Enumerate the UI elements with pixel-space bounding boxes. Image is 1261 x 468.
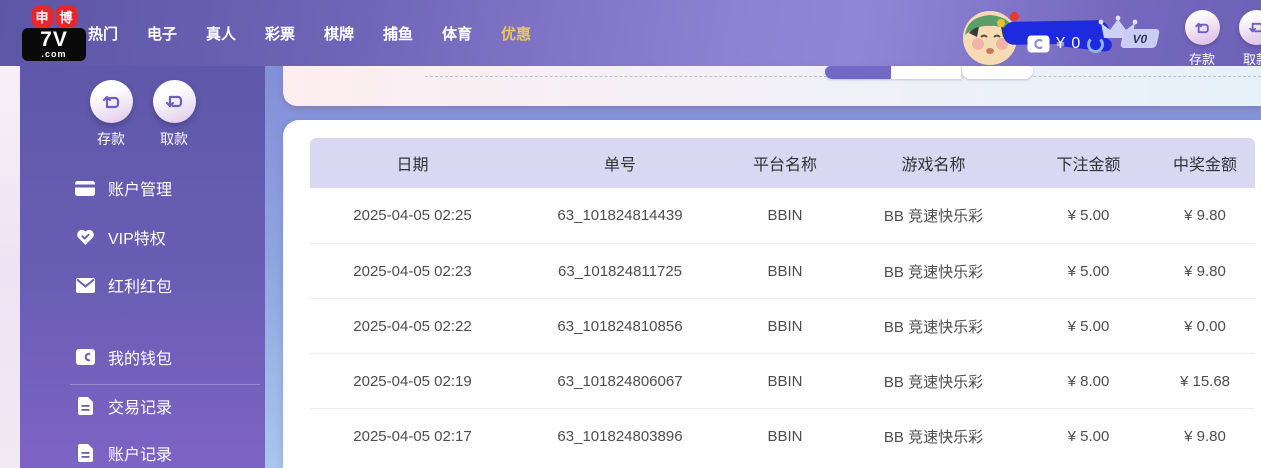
cell-platform-name: BBIN xyxy=(767,262,803,280)
table-header-cell: 下注金额 xyxy=(1056,157,1121,174)
table-header-row: 日期 单号 平台名称 游戏名称 下注金额 中奖金额 xyxy=(310,138,1255,188)
table-row: 2025-04-05 02:23 63_101824811725 BBIN BB… xyxy=(310,243,1255,298)
cell-bet-amount: ¥ 8.00 xyxy=(1067,372,1110,390)
sidebar-item-account-records[interactable]: 账户记录 xyxy=(75,441,172,465)
filter-panel xyxy=(283,66,1261,106)
nav-item[interactable]: 电子 xyxy=(147,25,178,43)
table-row: 2025-04-05 02:25 63_101824814439 BBIN BB… xyxy=(310,188,1255,243)
cell-game-name: BB 竞速快乐彩 xyxy=(883,373,984,391)
table-header-cell: 中奖金额 xyxy=(1172,157,1237,174)
logo-badge-bo: 博 xyxy=(55,6,77,27)
cell-order-number: 63_101824810856 xyxy=(557,317,683,335)
cell-platform-name: BBIN xyxy=(767,207,803,224)
cell-game-name: BB 竞速快乐彩 xyxy=(883,263,984,281)
withdraw-icon xyxy=(165,95,183,107)
topbar-deposit-button[interactable]: 存款 xyxy=(1172,10,1232,68)
table-header-cell: 日期 xyxy=(396,157,429,174)
cell-order-number: 63_101824811725 xyxy=(557,262,683,280)
cell-game-name: BB 竞速快乐彩 xyxy=(883,428,984,446)
table-body: 2025-04-05 02:25 63_101824814439 BBIN BB… xyxy=(310,188,1255,463)
cell-order-number: 63_101824806067 xyxy=(557,372,683,390)
cell-bet-amount: ¥ 5.00 xyxy=(1067,262,1110,280)
sidebar-withdraw-button[interactable]: 取款 xyxy=(142,80,206,149)
cell-bet-amount: ¥ 5.00 xyxy=(1067,427,1110,445)
cell-bet-amount: ¥ 5.00 xyxy=(1067,317,1110,335)
nav-item[interactable]: 捕鱼 xyxy=(383,25,414,43)
sidebar: 存款 取款 账户管理 xyxy=(20,66,265,468)
site-logo[interactable]: 申 博 7V .com xyxy=(22,6,86,62)
cell-date: 2025-04-05 02:23 xyxy=(353,262,472,280)
balance-amount: ¥ 0 xyxy=(1056,35,1082,52)
nav-item[interactable]: 棋牌 xyxy=(324,25,355,43)
cell-game-name: BB 竞速快乐彩 xyxy=(883,318,984,336)
wallet-icon xyxy=(1027,35,1050,53)
vip-heart-icon xyxy=(75,227,95,247)
refresh-balance-spinner[interactable] xyxy=(1087,35,1105,53)
page-left-margin xyxy=(0,66,20,468)
card-icon xyxy=(75,178,95,198)
avatar-image xyxy=(963,11,1017,65)
cell-platform-name: BBIN xyxy=(767,372,803,390)
cell-game-name: BB 竞速快乐彩 xyxy=(883,208,984,225)
logo-badge-shen: 申 xyxy=(31,6,53,27)
deposit-icon xyxy=(102,95,120,108)
balance-row: ¥ 0 xyxy=(1027,35,1105,53)
sidebar-item-vip-privileges[interactable]: VIP特权 xyxy=(75,225,166,249)
wallet-icon xyxy=(75,347,95,367)
withdraw-icon xyxy=(1249,22,1261,32)
table-row: 2025-04-05 02:22 63_101824810856 BBIN BB… xyxy=(310,298,1255,353)
cell-win-amount: ¥ 0.00 xyxy=(1184,317,1226,335)
nav-item[interactable]: 热门 xyxy=(88,25,119,43)
logo-badges: 申 博 xyxy=(22,6,86,27)
nav-item[interactable]: 彩票 xyxy=(265,25,296,43)
sidebar-item-my-wallet[interactable]: 我的钱包 xyxy=(75,345,172,369)
bet-records-card: 日期 单号 平台名称 游戏名称 下注金额 中奖金额 2025-04-05 02:… xyxy=(283,120,1261,468)
document-icon xyxy=(75,443,95,463)
table-header-cell: 平台名称 xyxy=(752,157,817,174)
sidebar-item-transaction-records[interactable]: 交易记录 xyxy=(75,394,172,418)
envelope-icon xyxy=(75,275,95,295)
sidebar-item-bonus-redpacket[interactable]: 红利红包 xyxy=(75,273,172,297)
top-navigation-bar: 申 博 7V .com 热门 电子 真人 xyxy=(0,0,1261,68)
cell-platform-name: BBIN xyxy=(767,427,803,445)
document-icon xyxy=(75,396,95,416)
cell-win-amount: ¥ 15.68 xyxy=(1179,372,1231,390)
cell-date: 2025-04-05 02:25 xyxy=(353,207,472,224)
nav-item[interactable]: 优惠 xyxy=(501,25,532,43)
table-row: 2025-04-05 02:17 63_101824803896 BBIN BB… xyxy=(310,408,1255,463)
sidebar-item-account-management[interactable]: 账户管理 xyxy=(75,176,172,200)
tab-segment[interactable] xyxy=(962,66,1033,79)
user-avatar[interactable] xyxy=(963,11,1019,65)
cell-date: 2025-04-05 02:22 xyxy=(353,317,472,335)
main-nav: 热门 电子 真人 彩票 棋牌 捕鱼 xyxy=(88,0,531,66)
deposit-icon xyxy=(1195,22,1209,33)
tab-segment-active[interactable] xyxy=(825,66,891,79)
table-header-cell: 游戏名称 xyxy=(901,157,966,174)
cell-win-amount: ¥ 9.80 xyxy=(1184,207,1226,224)
notification-dot xyxy=(1010,12,1019,21)
nav-item[interactable]: 体育 xyxy=(442,25,473,43)
cell-bet-amount: ¥ 5.00 xyxy=(1067,207,1110,224)
cell-order-number: 63_101824803896 xyxy=(557,427,683,445)
table-header-cell: 单号 xyxy=(603,157,636,174)
logo-wordmark: 7V .com xyxy=(22,28,86,61)
vip-level-badge: V0 xyxy=(1119,29,1161,48)
cell-win-amount: ¥ 9.80 xyxy=(1184,427,1226,445)
topbar-withdraw-button[interactable]: 取款 xyxy=(1226,10,1261,68)
nav-item[interactable]: 真人 xyxy=(206,25,237,43)
table-row: 2025-04-05 02:19 63_101824806067 BBIN BB… xyxy=(310,353,1255,408)
cell-date: 2025-04-05 02:19 xyxy=(353,372,472,390)
cell-win-amount: ¥ 9.80 xyxy=(1184,262,1226,280)
date-range-tabs xyxy=(825,66,1033,79)
bet-records-table: 日期 单号 平台名称 游戏名称 下注金额 中奖金额 2025-04-05 02:… xyxy=(310,138,1255,463)
sidebar-divider xyxy=(70,384,260,385)
tab-segment[interactable] xyxy=(891,66,962,79)
cell-order-number: 63_101824814439 xyxy=(557,207,683,224)
cell-date: 2025-04-05 02:17 xyxy=(353,427,472,445)
cell-platform-name: BBIN xyxy=(767,317,803,335)
sidebar-deposit-button[interactable]: 存款 xyxy=(79,80,143,149)
